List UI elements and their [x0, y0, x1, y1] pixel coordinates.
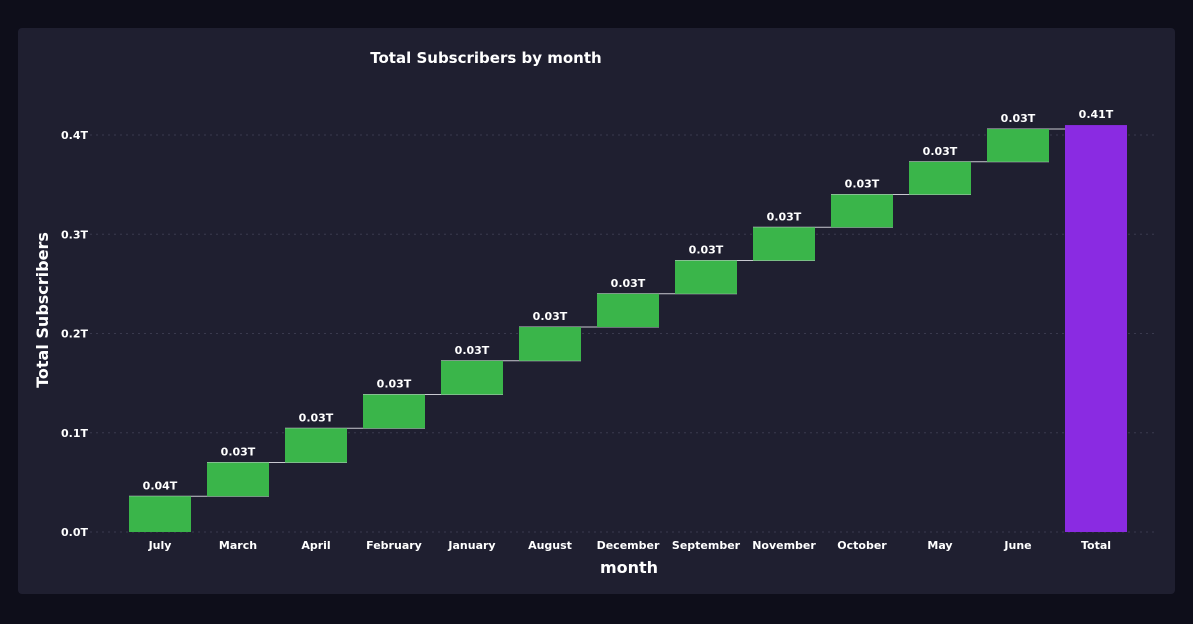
x-tick-label: February — [366, 539, 422, 552]
bar-january[interactable] — [441, 360, 503, 395]
x-axis-title: month — [600, 558, 658, 577]
x-tick-label: July — [148, 539, 172, 552]
data-label: 0.03T — [533, 310, 568, 323]
x-tick-label: January — [447, 539, 495, 552]
bar-november[interactable] — [753, 227, 815, 261]
y-tick-label: 0.0T — [61, 526, 88, 539]
bar-march[interactable] — [207, 462, 269, 497]
gridlines — [90, 134, 1158, 533]
y-tick-labels: 0.0T 0.1T 0.2T 0.3T 0.4T — [61, 129, 88, 539]
data-label: 0.03T — [611, 277, 646, 290]
data-label: 0.03T — [455, 344, 490, 357]
data-label: 0.03T — [299, 411, 334, 424]
bar-september[interactable] — [675, 260, 737, 294]
data-label: 0.03T — [689, 244, 724, 257]
chart-title: Total Subscribers by month — [370, 49, 601, 67]
bar-august[interactable] — [519, 327, 581, 361]
x-tick-label: Total — [1081, 539, 1111, 552]
data-label: 0.03T — [377, 378, 412, 391]
x-tick-label: September — [672, 539, 741, 552]
x-tick-labels: July March April February January August Decem… — [148, 539, 1111, 552]
data-label: 0.03T — [923, 145, 958, 158]
data-label: 0.03T — [767, 210, 802, 223]
bar-june[interactable] — [987, 129, 1049, 162]
bar-october[interactable] — [831, 194, 893, 228]
data-label: 0.03T — [221, 446, 256, 459]
x-tick-label: April — [301, 539, 330, 552]
data-label: 0.04T — [143, 479, 178, 492]
x-tick-label: March — [219, 539, 257, 552]
data-label: 0.41T — [1079, 108, 1114, 121]
y-tick-label: 0.4T — [61, 129, 88, 142]
y-tick-label: 0.3T — [61, 228, 88, 241]
x-tick-label: November — [752, 539, 816, 552]
bar-february[interactable] — [363, 394, 425, 429]
x-tick-label: June — [1003, 539, 1031, 552]
bar-july[interactable] — [129, 496, 191, 532]
x-tick-label: December — [597, 539, 660, 552]
data-labels: 0.04T 0.03T 0.03T 0.03T 0.03T 0.03T 0.03T 0.03T… — [143, 108, 1114, 492]
y-tick-label: 0.1T — [61, 427, 88, 440]
y-axis-title: Total Subscribers — [33, 232, 52, 388]
x-tick-label: August — [528, 539, 572, 552]
total-bar[interactable] — [1065, 125, 1127, 532]
bar-may[interactable] — [909, 161, 971, 195]
x-tick-label: May — [927, 539, 952, 552]
bars — [129, 125, 1127, 532]
bar-april[interactable] — [285, 428, 347, 463]
waterfall-chart: 0.04T 0.03T 0.03T 0.03T 0.03T 0.03T 0.03T 0.03T… — [33, 49, 1158, 577]
data-label: 0.03T — [1001, 112, 1036, 125]
x-tick-label: October — [837, 539, 887, 552]
bar-december[interactable] — [597, 293, 659, 328]
y-tick-label: 0.2T — [61, 328, 88, 341]
chart-card: 0.04T 0.03T 0.03T 0.03T 0.03T 0.03T 0.03T 0.03T… — [18, 28, 1175, 594]
data-label: 0.03T — [845, 178, 880, 191]
